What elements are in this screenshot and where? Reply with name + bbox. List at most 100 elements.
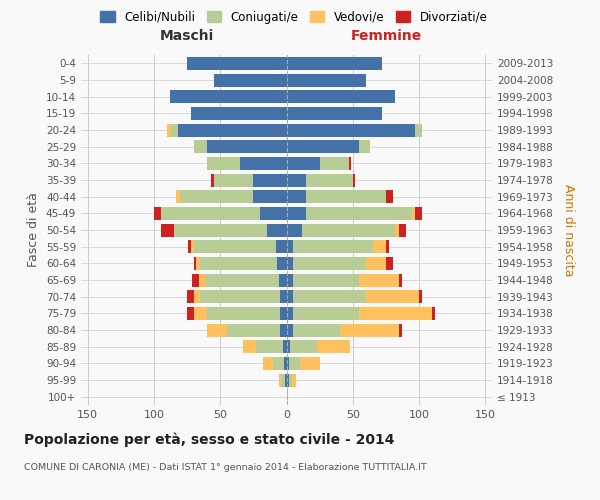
Bar bbox=[287, 124, 415, 136]
Bar bbox=[289, 357, 300, 370]
Bar bbox=[287, 224, 302, 236]
Bar bbox=[287, 257, 293, 270]
Bar bbox=[290, 340, 317, 353]
Bar bbox=[293, 307, 359, 320]
Bar bbox=[307, 174, 353, 186]
Bar bbox=[287, 240, 293, 253]
Bar bbox=[419, 290, 422, 303]
Bar bbox=[373, 240, 386, 253]
Bar bbox=[207, 157, 240, 170]
Bar bbox=[196, 257, 200, 270]
Bar bbox=[243, 340, 256, 353]
Bar bbox=[278, 274, 287, 286]
Bar bbox=[395, 224, 399, 236]
Bar bbox=[359, 274, 399, 286]
Bar bbox=[353, 174, 355, 186]
Bar bbox=[287, 57, 382, 70]
Bar bbox=[359, 140, 370, 153]
Bar bbox=[359, 307, 433, 320]
Bar bbox=[280, 290, 287, 303]
Bar bbox=[207, 307, 280, 320]
Y-axis label: Fasce di età: Fasce di età bbox=[28, 192, 40, 268]
Bar bbox=[191, 240, 194, 253]
Y-axis label: Anni di nascita: Anni di nascita bbox=[562, 184, 575, 276]
Bar bbox=[207, 140, 287, 153]
Text: Maschi: Maschi bbox=[160, 28, 214, 42]
Bar bbox=[194, 307, 207, 320]
Bar bbox=[366, 290, 419, 303]
Bar bbox=[386, 190, 392, 203]
Bar bbox=[253, 174, 287, 186]
Bar bbox=[293, 290, 366, 303]
Bar bbox=[287, 324, 293, 336]
Bar bbox=[171, 124, 178, 136]
Text: Femmine: Femmine bbox=[350, 28, 422, 42]
Bar bbox=[433, 307, 435, 320]
Bar bbox=[206, 274, 278, 286]
Bar bbox=[386, 240, 389, 253]
Bar bbox=[287, 357, 289, 370]
Bar bbox=[178, 124, 287, 136]
Bar bbox=[199, 274, 206, 286]
Bar bbox=[240, 157, 287, 170]
Bar bbox=[187, 307, 194, 320]
Bar bbox=[340, 324, 399, 336]
Bar bbox=[287, 307, 293, 320]
Bar bbox=[412, 207, 415, 220]
Bar bbox=[273, 357, 284, 370]
Bar bbox=[176, 190, 181, 203]
Bar bbox=[302, 224, 395, 236]
Bar bbox=[287, 140, 359, 153]
Bar bbox=[207, 324, 227, 336]
Text: COMUNE DI CARONIA (ME) - Dati ISTAT 1° gennaio 2014 - Elaborazione TUTTITALIA.IT: COMUNE DI CARONIA (ME) - Dati ISTAT 1° g… bbox=[24, 462, 427, 471]
Bar bbox=[287, 174, 307, 186]
Bar bbox=[174, 224, 266, 236]
Bar bbox=[292, 374, 296, 386]
Bar bbox=[307, 207, 412, 220]
Bar bbox=[399, 324, 402, 336]
Bar bbox=[287, 190, 307, 203]
Bar bbox=[181, 190, 253, 203]
Bar bbox=[399, 274, 402, 286]
Bar bbox=[227, 324, 280, 336]
Bar bbox=[293, 240, 373, 253]
Bar bbox=[283, 340, 287, 353]
Text: Popolazione per età, sesso e stato civile - 2014: Popolazione per età, sesso e stato civil… bbox=[24, 432, 395, 447]
Bar bbox=[263, 357, 273, 370]
Bar bbox=[293, 257, 366, 270]
Bar bbox=[187, 57, 287, 70]
Bar bbox=[289, 374, 292, 386]
Bar bbox=[194, 290, 200, 303]
Bar bbox=[349, 157, 352, 170]
Bar bbox=[293, 324, 340, 336]
Bar bbox=[415, 124, 422, 136]
Bar bbox=[293, 274, 359, 286]
Bar bbox=[194, 257, 196, 270]
Bar bbox=[253, 190, 287, 203]
Bar bbox=[161, 207, 260, 220]
Bar bbox=[278, 374, 281, 386]
Bar bbox=[307, 190, 386, 203]
Bar bbox=[320, 157, 349, 170]
Bar bbox=[276, 240, 287, 253]
Bar bbox=[317, 340, 350, 353]
Bar bbox=[287, 157, 320, 170]
Bar bbox=[256, 340, 283, 353]
Bar bbox=[260, 207, 287, 220]
Bar bbox=[287, 274, 293, 286]
Bar bbox=[214, 174, 253, 186]
Bar bbox=[300, 357, 320, 370]
Bar bbox=[200, 257, 277, 270]
Bar bbox=[280, 307, 287, 320]
Bar bbox=[287, 207, 307, 220]
Bar bbox=[287, 374, 289, 386]
Bar bbox=[200, 290, 280, 303]
Bar bbox=[287, 74, 366, 86]
Bar bbox=[386, 257, 392, 270]
Bar bbox=[280, 324, 287, 336]
Bar bbox=[167, 124, 171, 136]
Bar bbox=[366, 257, 386, 270]
Bar bbox=[277, 257, 287, 270]
Bar bbox=[287, 340, 290, 353]
Bar bbox=[287, 90, 395, 103]
